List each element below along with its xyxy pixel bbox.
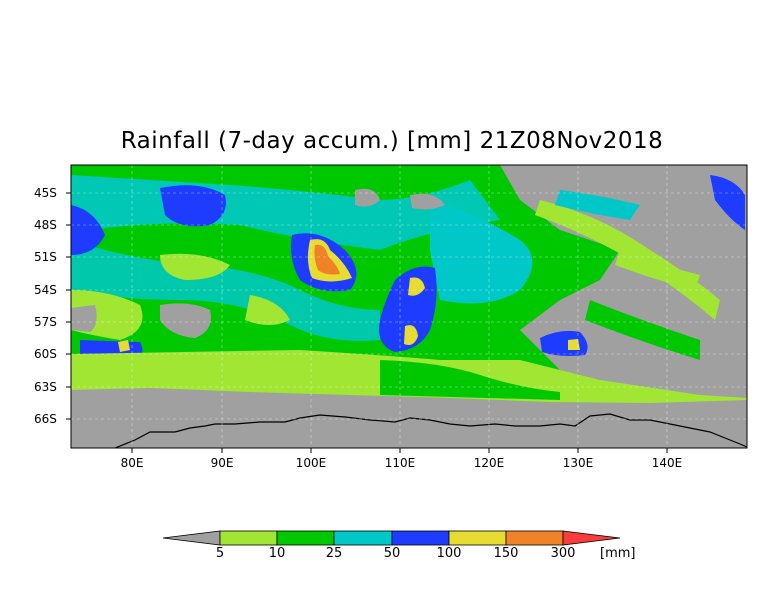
rainfall-field — [71, 165, 747, 448]
antarctic-coastline — [114, 413, 747, 448]
colorbar-label: 150 — [493, 546, 519, 561]
colorbar-label: 300 — [550, 546, 576, 561]
colorbar-label: 50 — [383, 546, 401, 561]
lon-label: 90E — [210, 456, 234, 470]
lat-label: 54S — [34, 283, 57, 297]
lon-label: 100E — [295, 456, 327, 470]
axis-ticks — [66, 192, 668, 453]
colorbar-bin-100-150 — [448, 530, 507, 546]
lon-label: 130E — [562, 456, 594, 470]
lon-label: 80E — [120, 456, 144, 470]
map-gridlines — [71, 165, 747, 448]
lat-label: 63S — [34, 380, 57, 394]
colorbar-label: 25 — [325, 546, 343, 561]
colorbar-label: 5 — [215, 546, 225, 561]
map-title: Rainfall (7-day accum.) [mm] 21Z08Nov201… — [120, 128, 664, 154]
colorbar-above-triangle — [562, 530, 621, 546]
colorbar-label: 10 — [268, 546, 286, 561]
lon-label: 110E — [384, 456, 416, 470]
colorbar-bin-10-25 — [276, 530, 335, 546]
lat-label: 48S — [34, 218, 57, 232]
lat-label: 51S — [34, 250, 57, 264]
colorbar-bin-5-10 — [219, 530, 278, 546]
lat-label: 66S — [34, 412, 57, 426]
colorbar — [162, 530, 621, 546]
colorbar-unit: [mm] — [600, 546, 636, 561]
colorbar-bin-25-50 — [333, 530, 393, 546]
colorbar-below-triangle — [162, 530, 221, 546]
lon-label: 120E — [473, 456, 505, 470]
colorbar-bin-150-300 — [505, 530, 564, 546]
colorbar-label: 100 — [436, 546, 462, 561]
lat-label: 60S — [34, 347, 57, 361]
lat-label: 57S — [34, 315, 57, 329]
lon-label: 140E — [651, 456, 683, 470]
lat-label: 45S — [34, 186, 57, 200]
colorbar-bin-50-100 — [391, 530, 450, 546]
map-frame — [70, 164, 748, 449]
